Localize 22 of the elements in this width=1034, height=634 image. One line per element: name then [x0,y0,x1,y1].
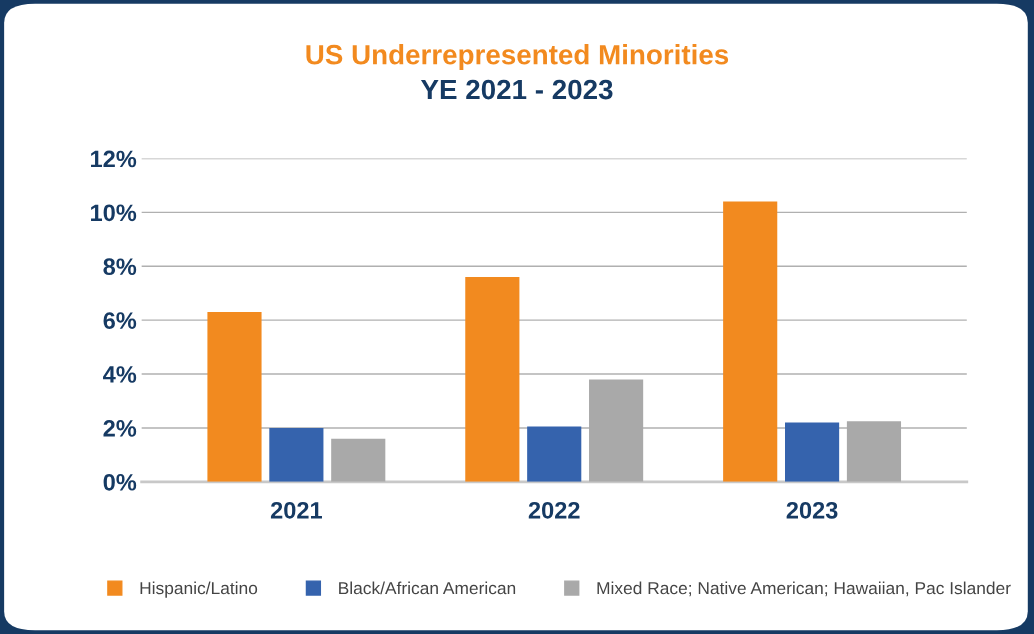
legend-label: Black/African American [339,581,516,595]
y-tick-label: 0% [103,473,137,491]
bar [527,426,582,482]
y-tick-label: 6% [103,312,137,329]
y-tick-label: 8% [103,258,137,276]
x-tick-label: 2021 [270,501,322,519]
chart-title: US Underrepresented Minorities [306,44,729,71]
y-tick-label: 2% [103,420,137,437]
bar [207,312,262,482]
bar [723,201,778,482]
y-tick-label: 4% [103,366,137,383]
y-tick-label: 12% [91,150,137,168]
bar [331,438,386,482]
bar [465,277,520,482]
bar [269,427,324,482]
y-tick-label: 10% [91,204,137,222]
bar [785,422,840,482]
chart-subtitle: YE 2021 - 2023 [420,79,613,100]
legend-label: Mixed Race; Native American; Hawaiian, Pac Islander [597,581,1011,597]
x-tick-label: 2022 [528,501,580,519]
legend-label: Hispanic/Latino [140,581,258,598]
x-tick-label: 2023 [786,501,838,519]
